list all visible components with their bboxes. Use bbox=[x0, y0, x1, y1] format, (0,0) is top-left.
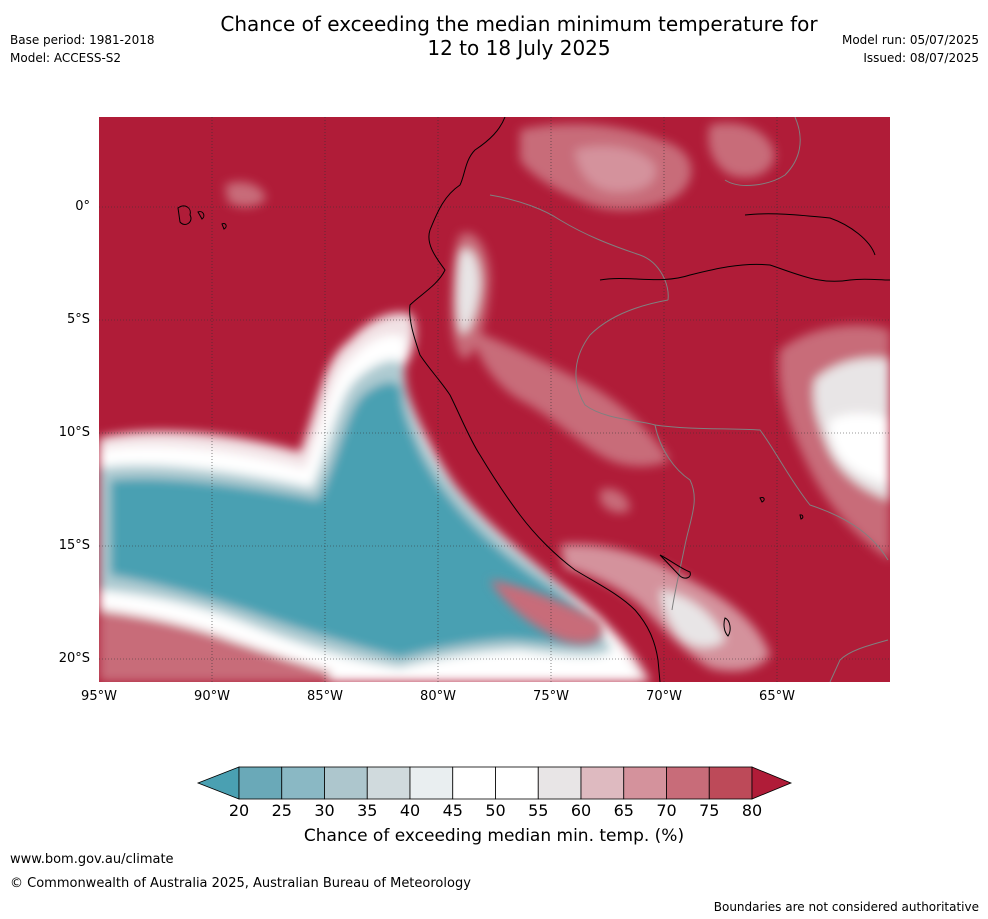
map-title: Chance of exceeding the median minimum t… bbox=[0, 12, 988, 60]
lon-label-90w: 90°W bbox=[194, 689, 230, 704]
colorbar-tick-label: 25 bbox=[271, 801, 292, 820]
colorbar-tick-label: 45 bbox=[442, 801, 463, 820]
colorbar-tick-label: 75 bbox=[699, 801, 720, 820]
model-text: Model: ACCESS-S2 bbox=[10, 51, 122, 65]
title-line-2: 12 to 18 July 2025 bbox=[427, 36, 611, 60]
colorbar-cell bbox=[452, 766, 496, 800]
lat-label-5s: 5°S bbox=[66, 312, 90, 327]
model-run-text: Model run: 05/07/2025 bbox=[841, 33, 979, 47]
colorbar-tick-label: 80 bbox=[741, 801, 763, 820]
country-borders bbox=[489, 117, 889, 682]
issued-text: Issued: 08/07/2025 bbox=[863, 51, 979, 65]
colorbar-tick-label: 35 bbox=[357, 801, 378, 820]
colorbar-label: Chance of exceeding median min. temp. (%… bbox=[303, 826, 685, 846]
website-link[interactable]: www.bom.gov.au/climate bbox=[10, 852, 174, 867]
lat-label-0: 0° bbox=[75, 199, 90, 214]
colorbar-tick-label: 60 bbox=[570, 801, 592, 820]
colorbar-cell bbox=[495, 766, 539, 800]
colorbar-cell bbox=[281, 766, 325, 800]
lon-label-65w: 65°W bbox=[759, 689, 795, 704]
copyright-text: © Commonwealth of Australia 2025, Austra… bbox=[10, 876, 471, 891]
colorbar-cell bbox=[666, 766, 710, 800]
disclaimer-text: Boundaries are not considered authoritat… bbox=[713, 900, 979, 914]
colorbar-cell bbox=[409, 766, 454, 800]
colorbar-high-extend bbox=[751, 766, 793, 800]
warm-anomaly-patches bbox=[225, 123, 890, 672]
colorbar-tick-label: 30 bbox=[314, 801, 335, 820]
meta-left: Base period: 1981-2018 Model: ACCESS-S2 bbox=[10, 31, 155, 67]
colorbar-cell bbox=[623, 766, 667, 800]
base-period-text: Base period: 1981-2018 bbox=[10, 33, 155, 47]
colorbar-cell bbox=[537, 766, 582, 800]
colorbar-tick-label: 70 bbox=[656, 801, 677, 820]
lat-label-15s: 15°S bbox=[58, 538, 90, 553]
lon-label-70w: 70°W bbox=[646, 689, 682, 704]
colorbar-cell bbox=[580, 766, 625, 800]
lat-label-20s: 20°S bbox=[58, 651, 90, 666]
colorbar-tick-label: 50 bbox=[485, 801, 506, 820]
colorbar-cell bbox=[324, 766, 368, 800]
title-line-1: Chance of exceeding the median minimum t… bbox=[220, 12, 818, 36]
colorbar-cell bbox=[238, 766, 283, 800]
colorbar-cells bbox=[196, 766, 793, 800]
colorbar-cell bbox=[366, 766, 411, 800]
lon-label-80w: 80°W bbox=[420, 689, 456, 704]
colorbar-tick-label: 65 bbox=[613, 801, 634, 820]
lat-label-10s: 10°S bbox=[58, 425, 90, 440]
meta-right: Model run: 05/07/2025 Issued: 08/07/2025 bbox=[842, 31, 979, 67]
lon-label-75w: 75°W bbox=[533, 689, 569, 704]
colorbar-tick-label: 55 bbox=[528, 801, 549, 820]
colorbar-tick-label: 20 bbox=[228, 801, 250, 820]
lon-label-85w: 85°W bbox=[307, 689, 343, 704]
colorbar-low-extend bbox=[196, 766, 240, 800]
colorbar-cell bbox=[708, 766, 753, 800]
colorbar-tick-label: 40 bbox=[399, 801, 421, 820]
graticule bbox=[99, 117, 890, 682]
coastlines bbox=[177, 117, 890, 682]
lon-label-95w: 95°W bbox=[81, 689, 117, 704]
